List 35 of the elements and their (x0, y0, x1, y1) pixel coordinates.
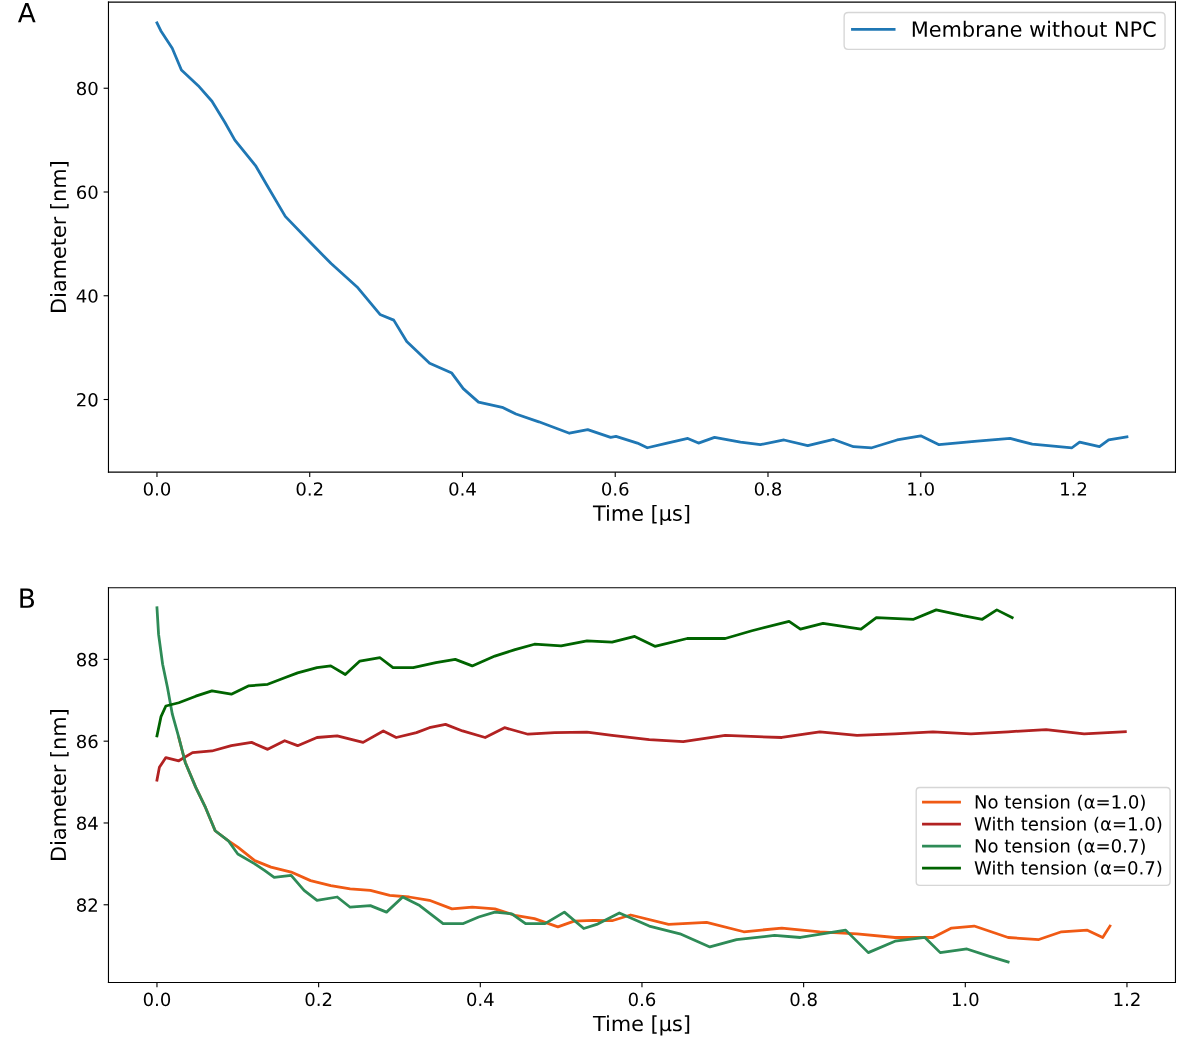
y-tick-label: 86 (76, 734, 98, 749)
x-tick-label: 0.0 (143, 992, 171, 1007)
legend-label: Membrane without NPC (912, 20, 1156, 37)
x-tick-label: 1.2 (1114, 992, 1140, 1006)
y-tick-label: 40 (76, 289, 98, 303)
text: B (20, 588, 35, 608)
y-tick-label: 84 (76, 816, 98, 831)
legend-label: No tension (α=1.0) (975, 794, 1145, 811)
x-tick-label: 0.2 (296, 482, 323, 496)
x-tick-label: 1.2 (1061, 482, 1087, 496)
line-series (155, 723, 1127, 782)
x-tick-label: 1.0 (908, 482, 934, 496)
x-tick-label: 0.4 (449, 482, 476, 496)
legend-label: With tension (α=0.7) (974, 860, 1162, 877)
y-tick-label: 88 (76, 652, 98, 667)
x-tick-label: 0.8 (790, 992, 817, 1007)
legend-label: With tension (α=1.0) (974, 816, 1162, 833)
y-tick-label: 80 (76, 81, 98, 96)
x-tick-label: 0.4 (467, 992, 494, 1007)
x-tick-label: 0.2 (305, 992, 332, 1007)
y-tick-label: 20 (77, 392, 98, 407)
y-tick-label: 60 (77, 185, 98, 200)
x-axis-title: Time [μs] (592, 1015, 690, 1036)
line-series (155, 608, 1014, 738)
y-axis-title: Diameter [nm] (50, 162, 69, 312)
y-axis-title: Diameter [nm] (50, 710, 69, 860)
y-tick-label: 82 (76, 898, 97, 912)
x-tick-label: 0.0 (143, 482, 171, 496)
text: A (17, 2, 36, 23)
x-axis-title: Time [μs] (592, 504, 690, 526)
x-tick-label: 0.6 (628, 992, 656, 1007)
legend-label: No tension (α=0.7) (975, 838, 1145, 855)
x-tick-label: 0.6 (602, 482, 629, 496)
x-tick-label: 1.0 (952, 992, 979, 1007)
x-tick-label: 0.8 (754, 482, 782, 496)
